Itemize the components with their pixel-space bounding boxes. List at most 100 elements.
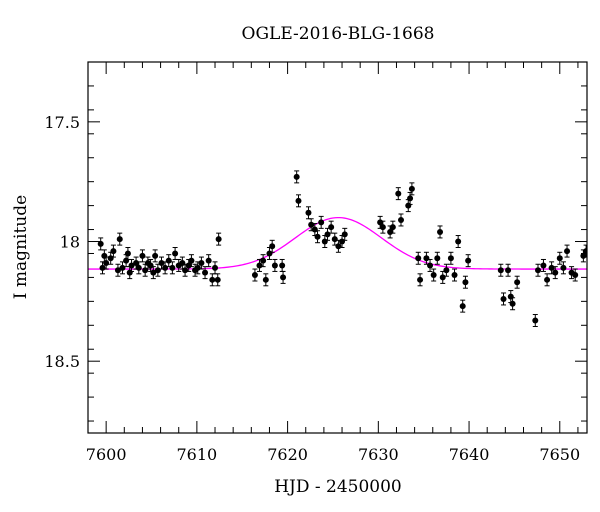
chart-title: OGLE-2016-BLG-1668 — [242, 24, 435, 44]
point-marker — [328, 224, 335, 231]
data-point — [314, 230, 321, 244]
point-marker — [198, 260, 205, 267]
point-marker — [540, 262, 547, 269]
point-marker — [262, 276, 269, 283]
data-point — [295, 194, 302, 208]
data-point — [128, 258, 135, 272]
data-point — [564, 244, 571, 258]
data-point — [505, 263, 512, 277]
data-point — [459, 299, 466, 313]
point-marker — [415, 255, 422, 262]
tick-labels: 7600 7610 7620 7630 7640 7650 17.5 18 18.5 — [44, 113, 580, 464]
data-point — [437, 225, 444, 239]
point-marker — [293, 173, 300, 180]
data-point — [119, 261, 126, 275]
data-point — [434, 251, 441, 265]
point-marker — [202, 269, 209, 276]
point-marker — [119, 264, 126, 271]
point-marker — [150, 269, 157, 276]
point-marker — [552, 269, 559, 276]
point-marker — [295, 197, 302, 204]
data-point — [124, 247, 131, 260]
data-point — [279, 258, 286, 272]
point-marker — [395, 190, 402, 197]
data-point — [540, 258, 547, 272]
point-marker — [434, 255, 441, 262]
x-tick-label: 7610 — [177, 445, 218, 464]
data-point — [116, 232, 123, 246]
data-point — [341, 227, 348, 241]
point-marker — [427, 262, 434, 269]
data-point — [188, 254, 195, 268]
point-marker — [583, 248, 587, 255]
point-marker — [103, 260, 110, 267]
data-point — [169, 261, 176, 275]
data-point — [165, 254, 172, 268]
point-marker — [110, 248, 117, 255]
data-point — [110, 244, 117, 258]
point-marker — [459, 303, 466, 310]
point-marker — [318, 219, 325, 226]
data-point — [465, 254, 472, 268]
data-point — [318, 215, 325, 229]
data-point — [395, 187, 402, 201]
x-axis-label: HJD - 2450000 — [274, 477, 402, 497]
y-tick-label: 18.5 — [44, 352, 80, 371]
data-point — [535, 263, 542, 277]
data-point — [509, 297, 516, 311]
point-marker — [165, 257, 172, 264]
point-marker — [172, 250, 179, 257]
data-point — [142, 263, 149, 277]
point-marker — [128, 262, 135, 269]
point-marker — [212, 264, 219, 271]
data-point — [209, 273, 216, 287]
point-marker — [572, 272, 579, 279]
point-marker — [314, 233, 321, 240]
point-marker — [311, 226, 318, 233]
point-marker — [398, 216, 405, 223]
x-tick-label: 7620 — [267, 445, 308, 464]
y-axis-label: I magnitude — [11, 195, 31, 299]
point-marker — [408, 185, 415, 192]
data-point — [389, 220, 396, 234]
point-marker — [560, 264, 567, 271]
data-point — [572, 268, 579, 282]
data-point — [430, 268, 437, 282]
point-marker — [439, 274, 446, 281]
point-marker — [162, 264, 169, 271]
point-marker — [564, 248, 571, 255]
data-point — [379, 220, 386, 234]
data-point — [443, 263, 450, 277]
point-marker — [271, 262, 278, 269]
point-marker — [532, 317, 539, 324]
point-marker — [455, 238, 462, 245]
point-marker — [116, 236, 123, 243]
point-marker — [251, 272, 258, 279]
data-point — [256, 258, 263, 272]
data-point — [271, 258, 278, 272]
data-point — [214, 273, 221, 287]
data-point — [260, 254, 267, 268]
data-point — [205, 254, 212, 268]
point-marker — [280, 274, 287, 281]
point-marker — [548, 264, 555, 271]
data-point — [328, 220, 335, 234]
point-marker — [107, 255, 114, 262]
data-point — [215, 232, 222, 246]
point-marker — [209, 276, 216, 283]
point-marker — [335, 243, 342, 250]
data-point — [455, 235, 462, 248]
data-point — [331, 232, 338, 246]
x-tick-label: 7600 — [86, 445, 127, 464]
data-point — [152, 249, 159, 263]
point-marker — [169, 264, 176, 271]
point-marker — [179, 260, 186, 267]
point-marker — [194, 264, 201, 271]
y-tick-label: 17.5 — [44, 113, 80, 132]
data-point — [293, 170, 300, 184]
axis-ticks — [88, 62, 587, 433]
point-marker — [500, 295, 507, 302]
point-marker — [114, 267, 121, 274]
point-marker — [437, 228, 444, 235]
